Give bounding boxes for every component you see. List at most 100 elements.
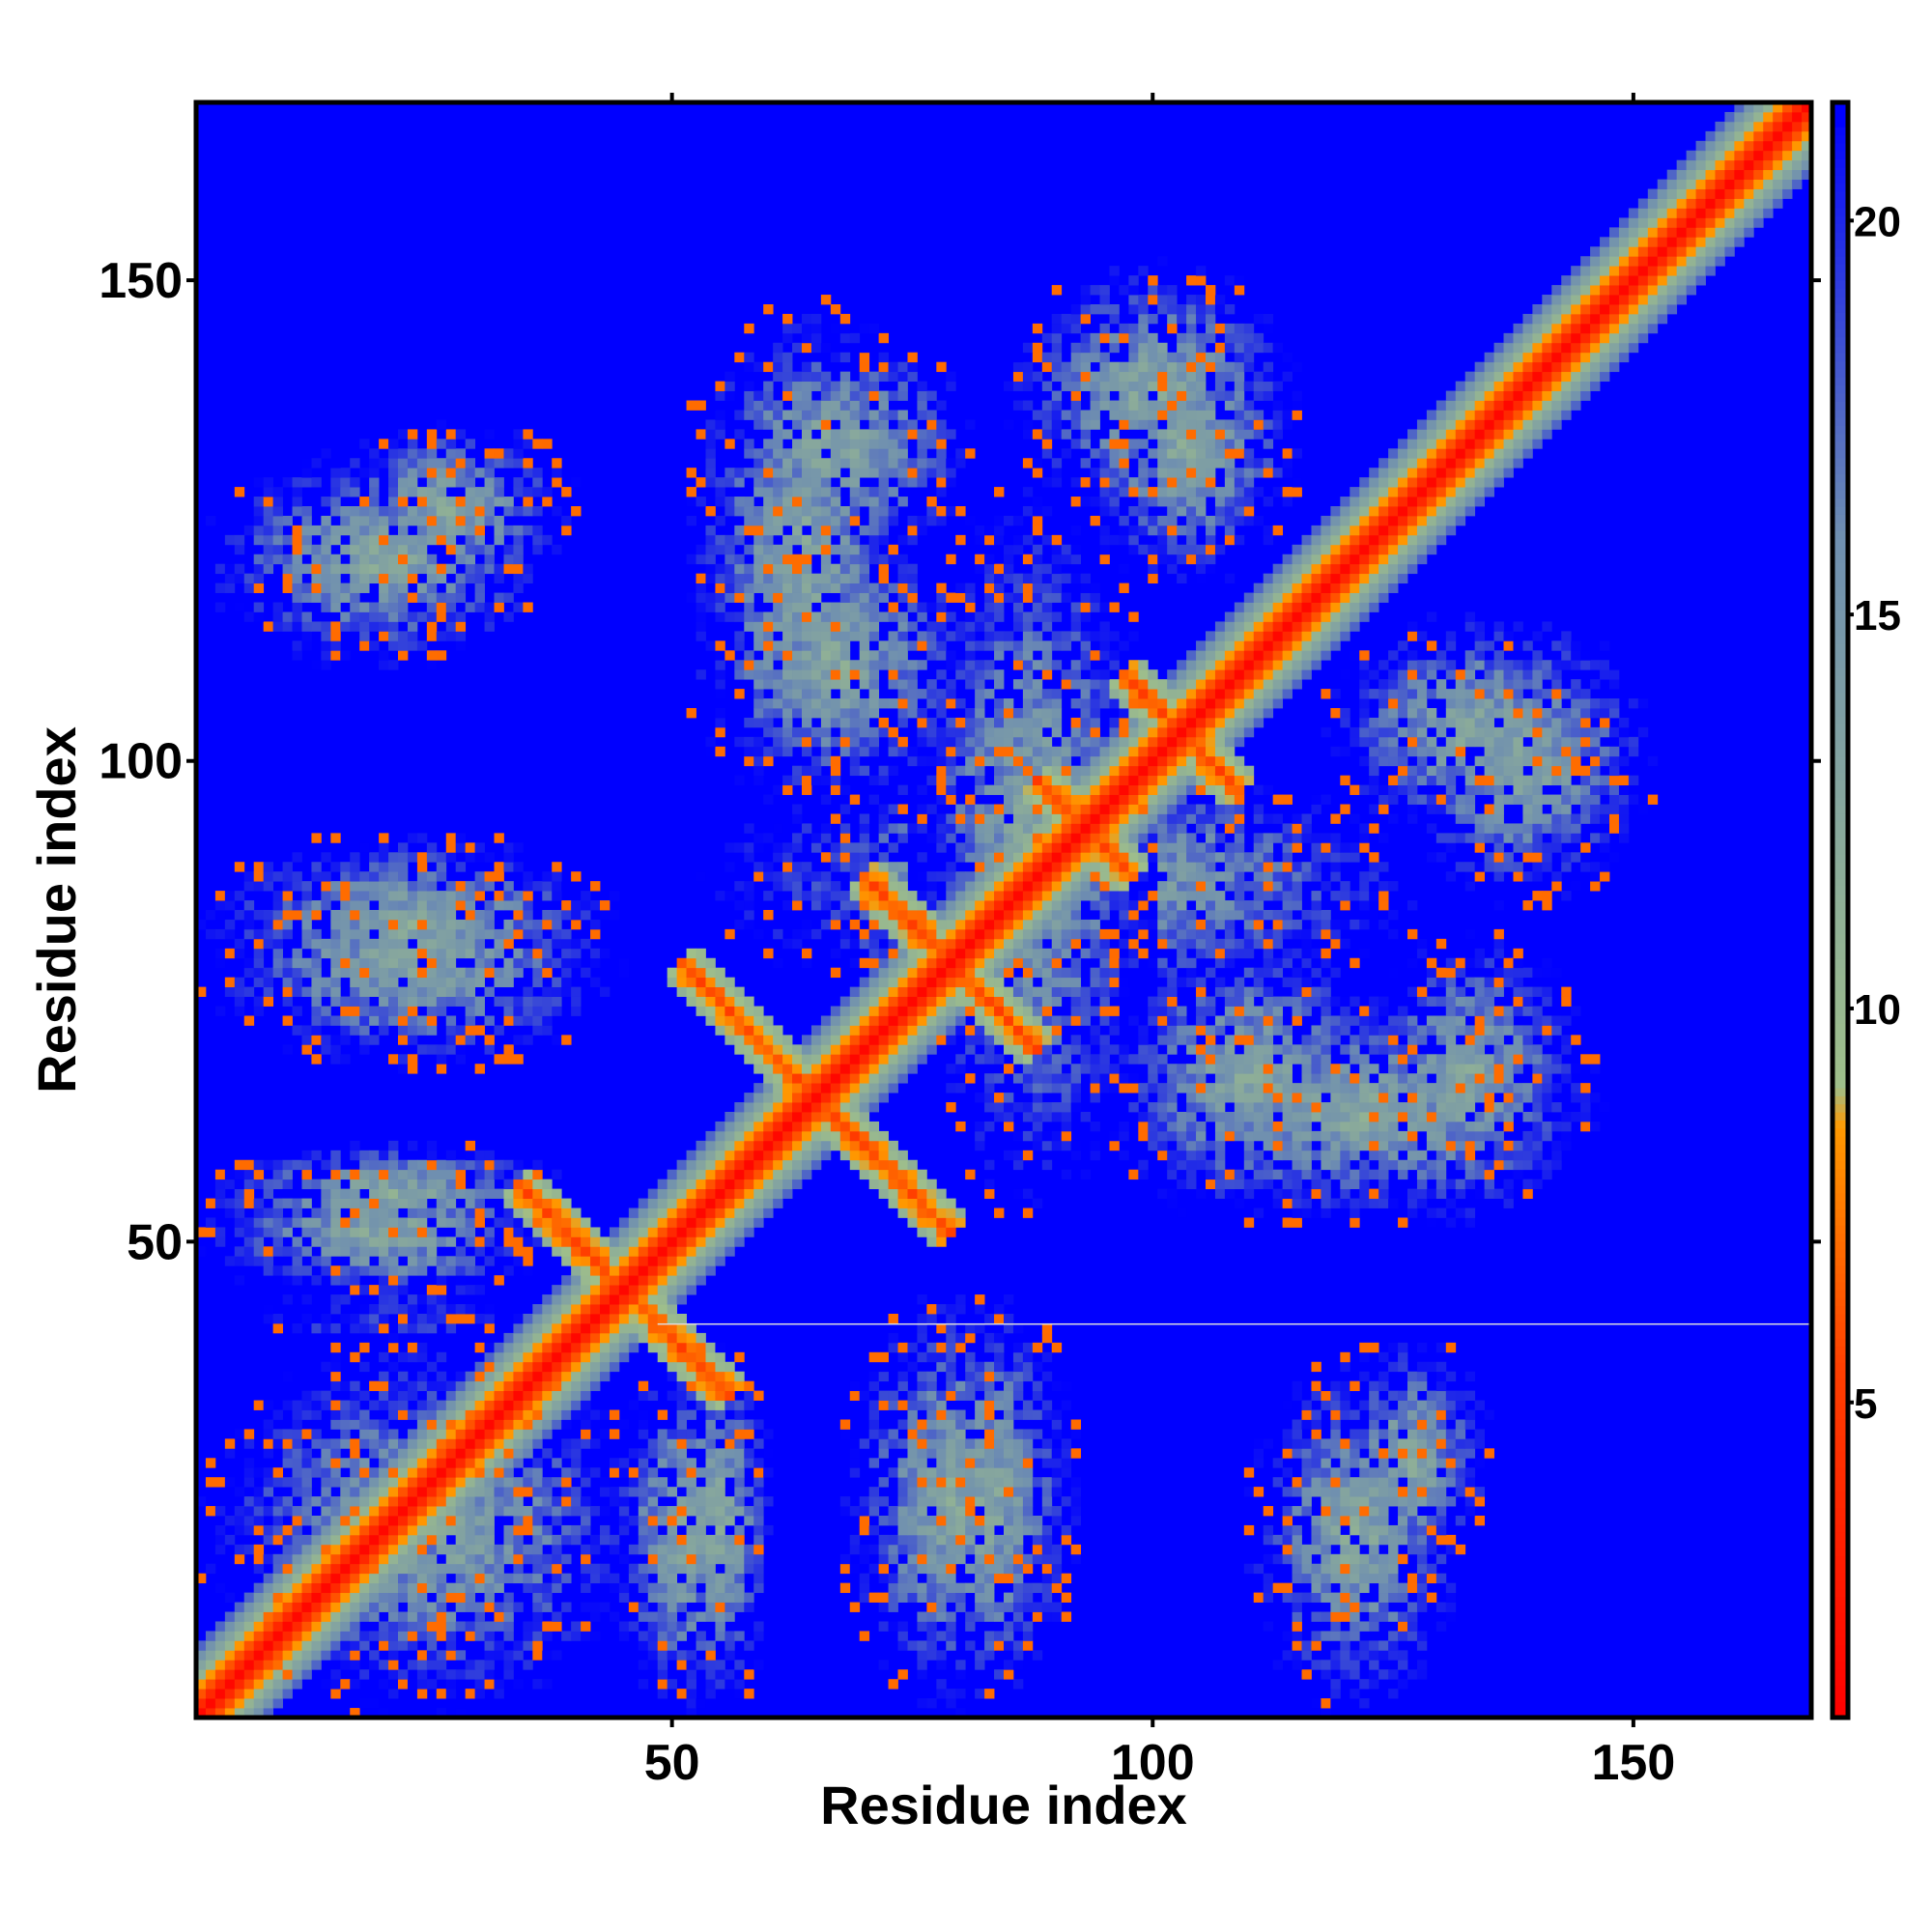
heatmap-cell — [975, 1409, 985, 1420]
heatmap-cell — [321, 1506, 331, 1517]
heatmap-cell — [350, 1227, 360, 1237]
heatmap-cell — [494, 1506, 504, 1517]
heatmap-cell — [1234, 1093, 1245, 1103]
heatmap-cell — [1004, 1669, 1014, 1680]
heatmap-cell — [1445, 1140, 1457, 1151]
heatmap-cell — [532, 1487, 543, 1497]
heatmap-cell — [398, 1314, 409, 1324]
heatmap-cell — [859, 1150, 870, 1161]
heatmap-cell — [484, 1188, 504, 1199]
heatmap-cell — [455, 1496, 467, 1507]
heatmap-cell — [1503, 1140, 1514, 1151]
heatmap-cell — [1263, 1159, 1274, 1171]
heatmap-cell — [1542, 1083, 1552, 1094]
heatmap-cell — [897, 1006, 908, 1016]
heatmap-cell — [715, 1121, 725, 1132]
heatmap-cell — [1070, 1516, 1082, 1526]
heatmap-cell — [859, 1159, 870, 1171]
heatmap-cell — [820, 1015, 832, 1026]
heatmap-cell — [1407, 1140, 1418, 1151]
heatmap-cell — [1435, 1506, 1447, 1517]
heatmap-cell — [263, 1650, 274, 1661]
heatmap-cell — [1253, 1083, 1264, 1094]
heatmap-cell — [1263, 1054, 1274, 1065]
heatmap-cell — [455, 1708, 467, 1719]
heatmap-cell — [1455, 1121, 1466, 1132]
heatmap-cell — [1311, 1592, 1321, 1603]
heatmap-cell — [975, 1458, 985, 1468]
heatmap-cell — [696, 1524, 706, 1536]
heatmap-cell — [484, 1573, 495, 1584]
heatmap-cell — [571, 996, 582, 1007]
heatmap-cell — [513, 1438, 524, 1449]
heatmap-cell — [744, 1159, 754, 1171]
heatmap-cell — [753, 1044, 764, 1055]
heatmap-cell — [1407, 1631, 1418, 1641]
heatmap-cell — [1369, 1112, 1379, 1122]
heatmap-cell — [311, 1573, 322, 1584]
heatmap-cell — [946, 1371, 956, 1382]
heatmap-cell — [369, 1573, 380, 1584]
heatmap-cell — [388, 1458, 399, 1468]
heatmap-cell — [590, 1351, 601, 1363]
heatmap-cell — [426, 1544, 438, 1555]
heatmap-cell — [379, 1025, 389, 1036]
heatmap-cell — [243, 1246, 255, 1257]
heatmap-cell — [523, 1236, 533, 1247]
heatmap-cell — [1292, 1438, 1302, 1449]
heatmap-cell — [667, 1563, 678, 1575]
heatmap-cell — [734, 1025, 745, 1036]
heatmap-cell — [484, 1256, 495, 1266]
heatmap-cell — [1167, 996, 1178, 1007]
heatmap-cell — [1292, 1083, 1302, 1094]
heatmap-cell — [1186, 1179, 1197, 1190]
heatmap-cell — [398, 1516, 409, 1526]
heatmap-cell — [782, 1150, 793, 1161]
heatmap-cell — [243, 1602, 255, 1612]
heatmap-cell — [1445, 1025, 1457, 1036]
heatmap-cell — [734, 1006, 745, 1016]
heatmap-cell — [1340, 996, 1350, 1007]
heatmap-cell — [984, 1025, 995, 1036]
heatmap-cell — [657, 1332, 668, 1344]
heatmap-cell — [436, 1256, 447, 1266]
heatmap-cell — [1426, 1112, 1437, 1122]
heatmap-cell — [1321, 1112, 1331, 1122]
heatmap-cell — [955, 1025, 966, 1036]
heatmap-cell — [484, 1582, 495, 1594]
heatmap-cell — [1196, 1130, 1207, 1142]
heatmap-cell — [715, 1150, 725, 1161]
heatmap-cell — [724, 1506, 735, 1517]
heatmap-cell — [1263, 1582, 1274, 1594]
heatmap-cell — [1041, 1534, 1053, 1546]
heatmap-cell — [523, 1179, 533, 1190]
heatmap-cell — [1369, 1611, 1379, 1622]
heatmap-cell — [810, 1150, 822, 1161]
heatmap-cell — [753, 1198, 764, 1208]
heatmap-cell — [1416, 1458, 1428, 1468]
heatmap-cell — [744, 1544, 754, 1555]
heatmap-cell — [744, 1179, 754, 1190]
heatmap-cell — [1292, 1602, 1302, 1612]
heatmap-cell — [301, 1506, 312, 1517]
heatmap-cell — [513, 1006, 524, 1016]
heatmap-cell — [1407, 1332, 1418, 1344]
heatmap-cell — [503, 1227, 514, 1237]
heatmap-cell — [590, 1467, 601, 1478]
heatmap-cell — [474, 1487, 485, 1497]
heatmap-cell — [330, 1054, 341, 1065]
heatmap-cell — [272, 1563, 283, 1575]
heatmap-cell — [994, 996, 1005, 1007]
heatmap-cell — [311, 1275, 322, 1286]
heatmap-cell — [503, 1044, 514, 1055]
heatmap-cell — [1435, 1496, 1447, 1507]
heatmap-cell — [705, 1188, 716, 1199]
heatmap-cell — [1359, 1179, 1370, 1190]
heatmap-cell — [224, 986, 236, 997]
heatmap-cell — [1012, 1660, 1024, 1670]
heatmap-cell — [330, 1265, 341, 1276]
heatmap-cell — [340, 1611, 351, 1622]
heatmap-cell — [416, 1044, 428, 1055]
heatmap-cell — [1340, 1467, 1350, 1478]
heatmap-cell — [1407, 1208, 1418, 1218]
